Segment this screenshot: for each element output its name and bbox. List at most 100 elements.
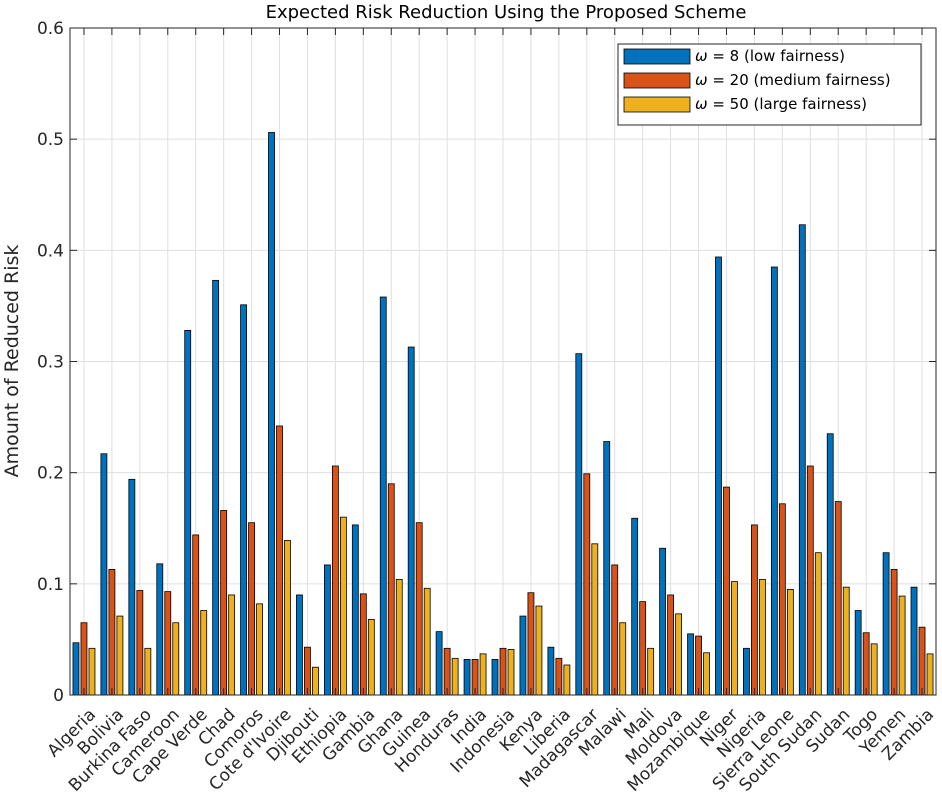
bar-series-3 <box>256 603 263 696</box>
bar-series-2 <box>248 522 255 696</box>
bar-series-2 <box>639 601 647 696</box>
bar-series-3 <box>731 581 738 696</box>
bar-series-3 <box>395 578 403 696</box>
bar-series-1 <box>323 564 331 696</box>
bar-series-3 <box>759 578 766 696</box>
bar-series-1 <box>854 610 862 696</box>
bar-series-1 <box>826 433 834 696</box>
grid <box>70 27 936 696</box>
bar-series-2 <box>723 486 730 696</box>
bar-series-1 <box>631 517 639 696</box>
y-axis-label: Amount of Reduced Risk <box>1 245 23 478</box>
bar-series-2 <box>108 568 116 696</box>
bar-series-3 <box>647 647 655 696</box>
bar-series-1 <box>910 586 918 696</box>
bar-series-2 <box>415 522 423 696</box>
y-tick-label: 0.1 <box>37 575 64 595</box>
bar-series-1 <box>575 353 583 696</box>
legend-label: ω = 50 (large fairness) <box>695 95 867 113</box>
bar-series-3 <box>284 540 291 696</box>
bar-series-2 <box>862 632 870 696</box>
bar-series-3 <box>451 657 459 696</box>
bar-series-3 <box>842 586 850 696</box>
bar-series-2 <box>276 425 283 696</box>
bar-series-2 <box>667 594 675 696</box>
bar-series-2 <box>387 483 395 696</box>
bar-series-3 <box>703 652 710 696</box>
bar-series-2 <box>834 501 842 696</box>
bar-series-1 <box>184 329 192 696</box>
bar-series-1 <box>379 296 387 696</box>
bar-series-1 <box>268 132 275 696</box>
bar-series-2 <box>918 626 926 696</box>
bar-series-3 <box>786 588 794 696</box>
legend-swatch <box>623 72 691 89</box>
bar-series-3 <box>926 653 934 696</box>
bar-series-1 <box>72 642 80 696</box>
bar-series-3 <box>479 653 487 696</box>
bar-series-2 <box>583 473 591 696</box>
bar-series-1 <box>743 647 750 696</box>
bar-series-2 <box>611 564 619 696</box>
bar-series-3 <box>423 587 431 696</box>
bar-series-1 <box>463 659 471 696</box>
legend-label: ω = 8 (low fairness) <box>695 47 845 65</box>
bar-series-3 <box>535 605 543 696</box>
bar-series-3 <box>172 622 180 696</box>
bar-series-1 <box>156 563 164 696</box>
bar-series-3 <box>116 615 124 696</box>
bar-series-2 <box>304 646 311 696</box>
bar-series-1 <box>212 279 220 696</box>
bar-series-3 <box>591 543 599 696</box>
bar-series-1 <box>128 478 136 696</box>
bar-series-3 <box>898 595 906 696</box>
legend-swatch <box>623 96 691 113</box>
bar-series-2 <box>164 591 172 696</box>
bar-series-1 <box>882 552 890 696</box>
bar-series-2 <box>331 465 339 696</box>
y-tick-label: 0.6 <box>37 19 64 39</box>
bar-series-2 <box>359 593 367 696</box>
bar-series-2 <box>527 592 535 696</box>
bar-series-3 <box>675 613 683 696</box>
bar-series-1 <box>659 547 667 696</box>
bar-series-3 <box>312 666 319 696</box>
bar-series-1 <box>351 524 359 696</box>
y-tick-label: 0.2 <box>37 464 64 484</box>
bar-series-2 <box>890 568 898 696</box>
bar-series-1 <box>407 346 415 696</box>
bar-series-1 <box>100 453 108 696</box>
legend-swatch <box>623 48 691 65</box>
bar-series-2 <box>220 510 228 696</box>
bar-series-3 <box>870 643 878 696</box>
bar-series-3 <box>339 516 347 696</box>
bar-series-2 <box>192 534 200 696</box>
bar-series-2 <box>443 647 451 696</box>
y-axis-ticks: 0 0.1 0.2 0.3 0.4 0.5 0.6 <box>37 19 936 706</box>
bar-series-3 <box>507 649 515 696</box>
y-tick-label: 0.3 <box>37 353 64 373</box>
bar-series-1 <box>435 631 443 696</box>
y-tick-label: 0.5 <box>37 130 64 150</box>
bar-series-1 <box>798 224 806 696</box>
bar-series-2 <box>136 590 144 696</box>
bar-series-2 <box>80 622 88 696</box>
bar-series-3 <box>367 619 375 696</box>
bar-series-1 <box>715 256 722 696</box>
legend-label: ω = 20 (medium fairness) <box>695 71 891 89</box>
bar-series-2 <box>806 465 814 696</box>
bar-series-2 <box>751 524 758 696</box>
y-tick-label: 0.4 <box>37 241 64 261</box>
bar-series-3 <box>619 622 627 696</box>
y-tick-label: 0 <box>53 686 64 706</box>
bar-series-3 <box>814 552 822 696</box>
bar-series-3 <box>228 594 236 696</box>
bar-series-3 <box>144 647 152 696</box>
bar-series-2 <box>499 647 507 696</box>
bar-series-1 <box>687 633 694 696</box>
legend: ω = 8 (low fairness) ω = 20 (medium fairn… <box>617 43 922 126</box>
bar-series-3 <box>88 647 96 696</box>
bar-series-2 <box>778 503 786 696</box>
